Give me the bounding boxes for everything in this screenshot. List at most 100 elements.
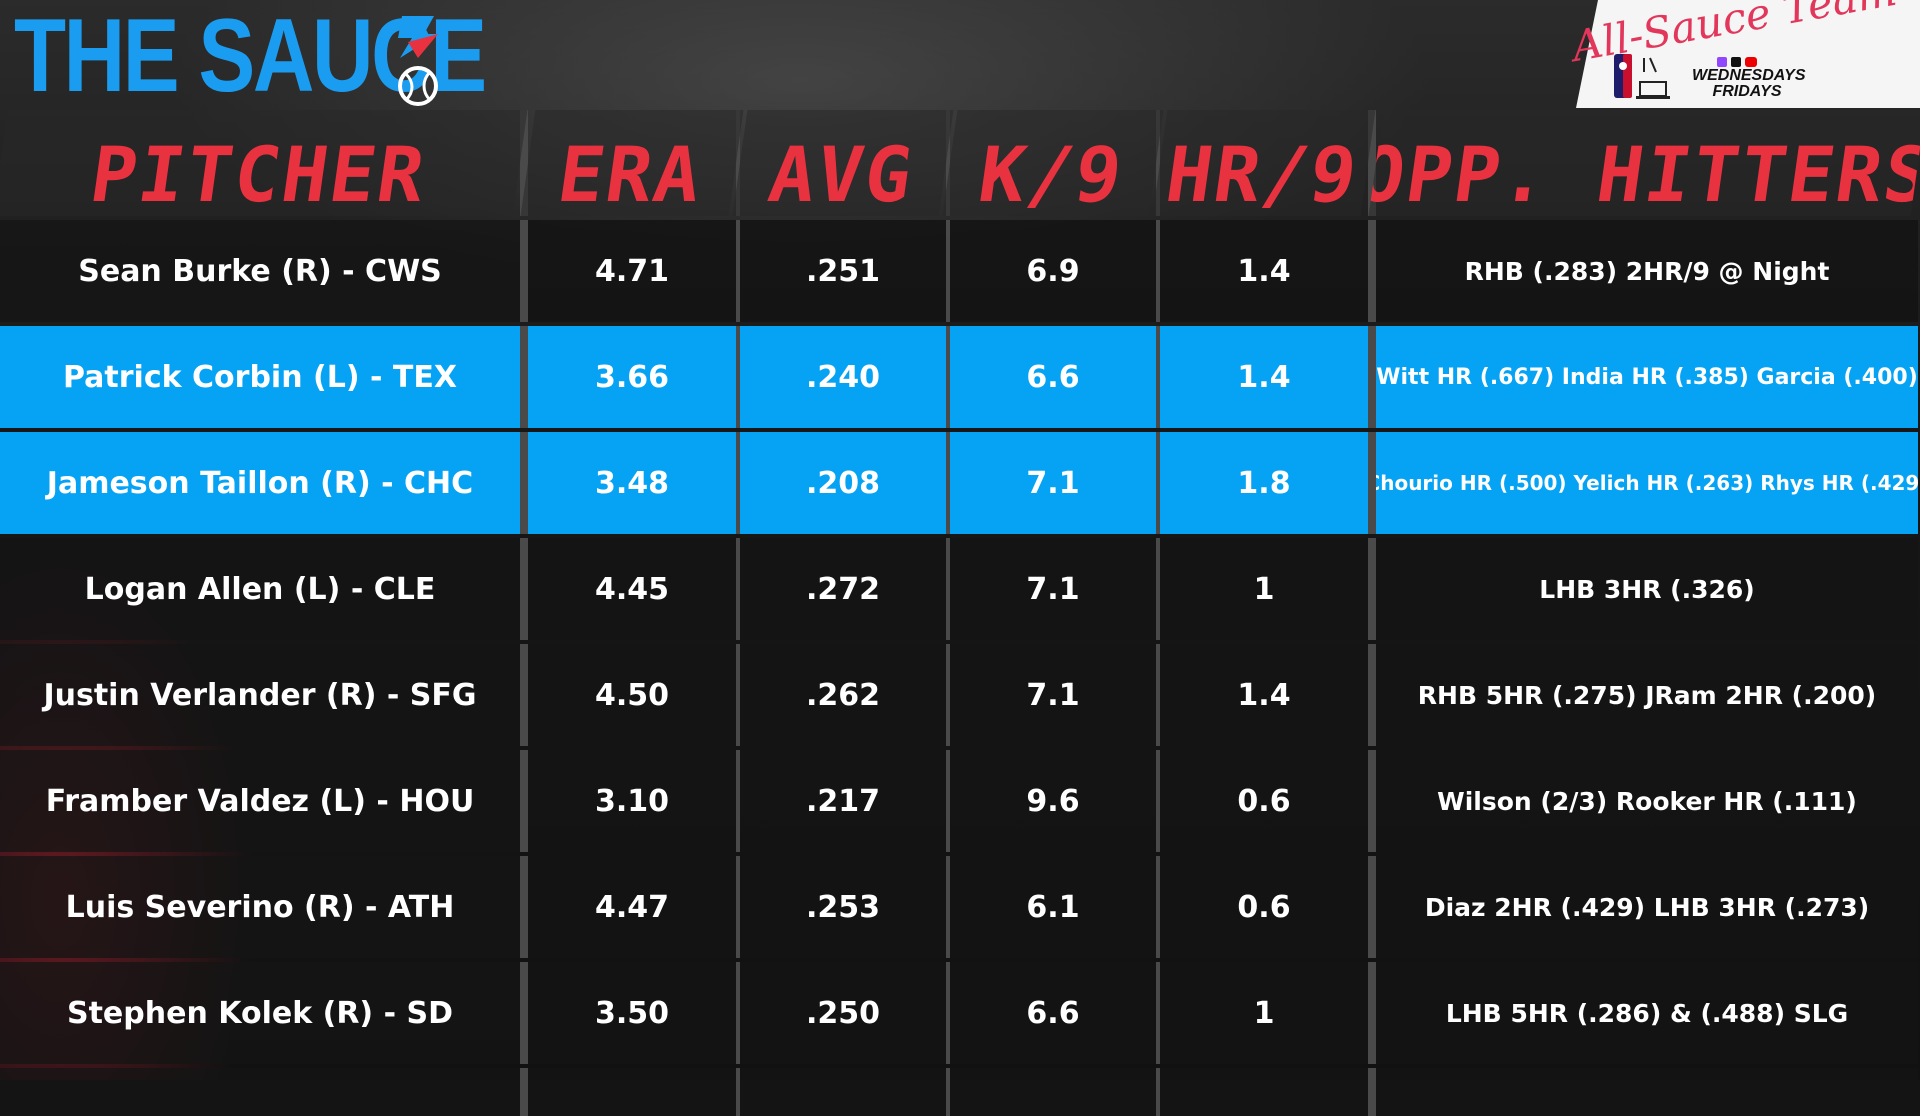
empty-cell: [950, 1068, 1156, 1116]
column-divider: [736, 538, 740, 640]
opp-hitters-cell: LHB 3HR (.326): [1376, 538, 1918, 640]
opp-hitters-cell: LHB 5HR (.286) & (.488) SLG: [1376, 962, 1918, 1064]
k9-cell: 6.6: [950, 962, 1156, 1064]
header-avg: AVG: [732, 110, 954, 216]
hr9-cell: 1.4: [1160, 220, 1368, 322]
empty-cell: [0, 1068, 520, 1116]
pitcher-cell: Logan Allen (L) - CLE: [0, 538, 520, 640]
opp-hitters-cell: Chourio HR (.500) Yelich HR (.263) Rhys …: [1376, 432, 1918, 534]
badge-days: WEDNESDAYS FRIDAYS: [1692, 67, 1806, 100]
column-divider: [1368, 220, 1376, 322]
opp-hitters-cell: Wilson (2/3) Rooker HR (.111): [1376, 750, 1918, 852]
column-divider: [1156, 432, 1160, 534]
opp-hitters-cell: RHB (.283) 2HR/9 @ Night: [1376, 220, 1918, 322]
badge-day-fridays: FRIDAYS: [1712, 83, 1782, 100]
column-divider: [946, 962, 950, 1064]
column-divider: [1368, 750, 1376, 852]
baseball-logo-icon: [398, 16, 438, 106]
column-divider: [520, 962, 528, 1064]
header: THE SAUCE All-Sauce Team WEDNESDAYS FRID…: [0, 0, 1920, 110]
column-divider: [520, 750, 528, 852]
hr9-cell: 0.6: [1160, 750, 1368, 852]
column-divider: [736, 644, 740, 746]
column-divider: [1368, 644, 1376, 746]
social-icons: [1717, 57, 1757, 67]
hr9-cell: 1.8: [1160, 432, 1368, 534]
era-cell: 4.45: [528, 538, 736, 640]
header-hr9: HR/9: [1152, 110, 1376, 216]
column-divider: [520, 220, 528, 322]
k9-cell: 9.6: [950, 750, 1156, 852]
empty-cell: [740, 1068, 946, 1116]
empty-cell: [1160, 1068, 1368, 1116]
k9-cell: 6.1: [950, 856, 1156, 958]
column-divider: [520, 644, 528, 746]
column-divider: [736, 856, 740, 958]
column-divider: [1368, 432, 1376, 534]
header-pitcher: PITCHER: [0, 110, 528, 216]
column-divider: [946, 856, 950, 958]
column-divider: [946, 644, 950, 746]
column-divider: [736, 432, 740, 534]
column-divider: [1156, 220, 1160, 322]
column-divider: [1368, 538, 1376, 640]
k9-cell: 7.1: [950, 538, 1156, 640]
column-divider: [1156, 538, 1160, 640]
avg-cell: .217: [740, 750, 946, 852]
column-divider: [736, 110, 740, 216]
column-divider: [1368, 856, 1376, 958]
column-divider: [520, 1068, 528, 1116]
header-era: ERA: [520, 110, 744, 216]
pitcher-cell: Justin Verlander (R) - SFG: [0, 644, 520, 746]
avg-cell: .272: [740, 538, 946, 640]
hr9-cell: 1: [1160, 538, 1368, 640]
pitcher-cell: Patrick Corbin (L) - TEX: [0, 326, 520, 428]
column-divider: [736, 220, 740, 322]
column-divider: [946, 326, 950, 428]
avg-cell: .251: [740, 220, 946, 322]
hr9-cell: 1: [1160, 962, 1368, 1064]
header-opp-hitters: OPP. HITTERS: [1368, 110, 1920, 216]
k9-cell: 7.1: [950, 644, 1156, 746]
pitcher-cell: Stephen Kolek (R) - SD: [0, 962, 520, 1064]
era-cell: 4.47: [528, 856, 736, 958]
column-divider: [1156, 326, 1160, 428]
avg-cell: .253: [740, 856, 946, 958]
era-cell: 3.48: [528, 432, 736, 534]
hr9-cell: 1.4: [1160, 644, 1368, 746]
pitcher-cell: Jameson Taillon (R) - CHC: [0, 432, 520, 534]
hr9-cell: 0.6: [1160, 856, 1368, 958]
badge-day-wednesdays: WEDNESDAYS: [1692, 67, 1806, 84]
era-cell: 4.50: [528, 644, 736, 746]
era-cell: 3.66: [528, 326, 736, 428]
era-cell: 3.50: [528, 962, 736, 1064]
empty-cell: [528, 1068, 736, 1116]
opp-hitters-cell: Witt HR (.667) India HR (.385) Garcia (.…: [1376, 326, 1918, 428]
column-divider: [1368, 110, 1376, 216]
column-divider: [520, 856, 528, 958]
column-divider: [946, 538, 950, 640]
column-divider: [736, 750, 740, 852]
column-divider: [520, 538, 528, 640]
column-divider: [736, 962, 740, 1064]
column-divider: [1368, 1068, 1376, 1116]
k9-cell: 6.6: [950, 326, 1156, 428]
column-divider: [520, 110, 528, 216]
column-divider: [1156, 110, 1160, 216]
pitcher-cell: Framber Valdez (L) - HOU: [0, 750, 520, 852]
column-divider: [946, 110, 950, 216]
pitcher-cell: Sean Burke (R) - CWS: [0, 220, 520, 322]
era-cell: 3.10: [528, 750, 736, 852]
column-divider: [1368, 962, 1376, 1064]
column-divider: [946, 220, 950, 322]
pitcher-cell: Luis Severino (R) - ATH: [0, 856, 520, 958]
avg-cell: .208: [740, 432, 946, 534]
header-k9: K/9: [942, 110, 1164, 216]
opp-hitters-cell: Diaz 2HR (.429) LHB 3HR (.273): [1376, 856, 1918, 958]
era-cell: 4.71: [528, 220, 736, 322]
column-divider: [1156, 856, 1160, 958]
column-divider: [736, 326, 740, 428]
column-divider: [1156, 644, 1160, 746]
avg-cell: .240: [740, 326, 946, 428]
avg-cell: .250: [740, 962, 946, 1064]
